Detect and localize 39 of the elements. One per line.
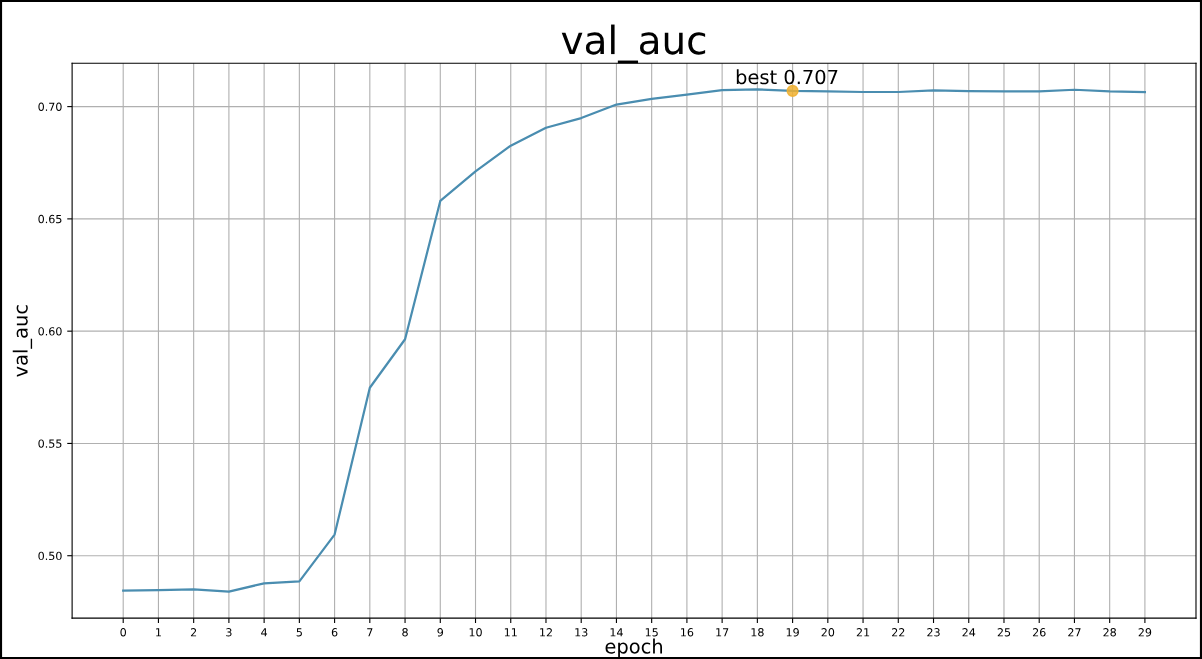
x-tick-label: 17 xyxy=(716,628,729,637)
x-tick-label: 14 xyxy=(610,628,623,637)
y-tick-label: 0.50 xyxy=(38,551,62,561)
x-tick-label: 0 xyxy=(120,628,126,637)
x-tick-label: 3 xyxy=(226,628,232,637)
x-tick-label: 27 xyxy=(1068,628,1081,637)
x-tick-label: 26 xyxy=(1032,628,1046,637)
x-tick-label: 19 xyxy=(786,628,799,637)
x-tick-label: 4 xyxy=(261,628,268,637)
x-tick-label: 28 xyxy=(1103,628,1116,637)
y-tick-label: 0.70 xyxy=(38,102,62,111)
x-tick-label: 10 xyxy=(469,628,482,637)
x-tick-label: 20 xyxy=(821,628,835,637)
x-tick-label: 15 xyxy=(645,628,658,637)
x-tick-label: 6 xyxy=(331,628,338,637)
x-tick-label: 24 xyxy=(962,628,976,637)
x-tick-label: 9 xyxy=(437,628,444,637)
x-tick-label: 23 xyxy=(927,628,940,637)
x-tick-label: 13 xyxy=(575,628,588,637)
x-tick-label: 5 xyxy=(296,628,302,637)
x-tick-label: 11 xyxy=(504,628,517,637)
x-tick-label: 21 xyxy=(856,628,870,637)
chart-title: val_auc xyxy=(561,24,706,64)
x-tick-label: 25 xyxy=(997,628,1011,637)
x-tick-label: 8 xyxy=(402,628,408,637)
x-tick-label: 22 xyxy=(892,628,905,637)
x-tick-label: 7 xyxy=(367,628,373,637)
y-tick-label: 0.60 xyxy=(38,327,62,336)
x-tick-label: 16 xyxy=(681,628,694,637)
x-tick-label: 29 xyxy=(1138,628,1152,637)
y-tick-label: 0.65 xyxy=(38,214,62,224)
x-axis-title: epoch xyxy=(605,638,663,658)
annotation: best 0.707 xyxy=(736,69,838,85)
x-tick-label: 18 xyxy=(751,628,764,637)
x-tick-label: 1 xyxy=(156,628,161,637)
x-tick-label: 2 xyxy=(190,628,197,637)
y-axis-title: val_auc xyxy=(12,305,33,377)
x-tick-label: 12 xyxy=(540,628,552,637)
y-tick-label: 0.55 xyxy=(38,439,62,448)
